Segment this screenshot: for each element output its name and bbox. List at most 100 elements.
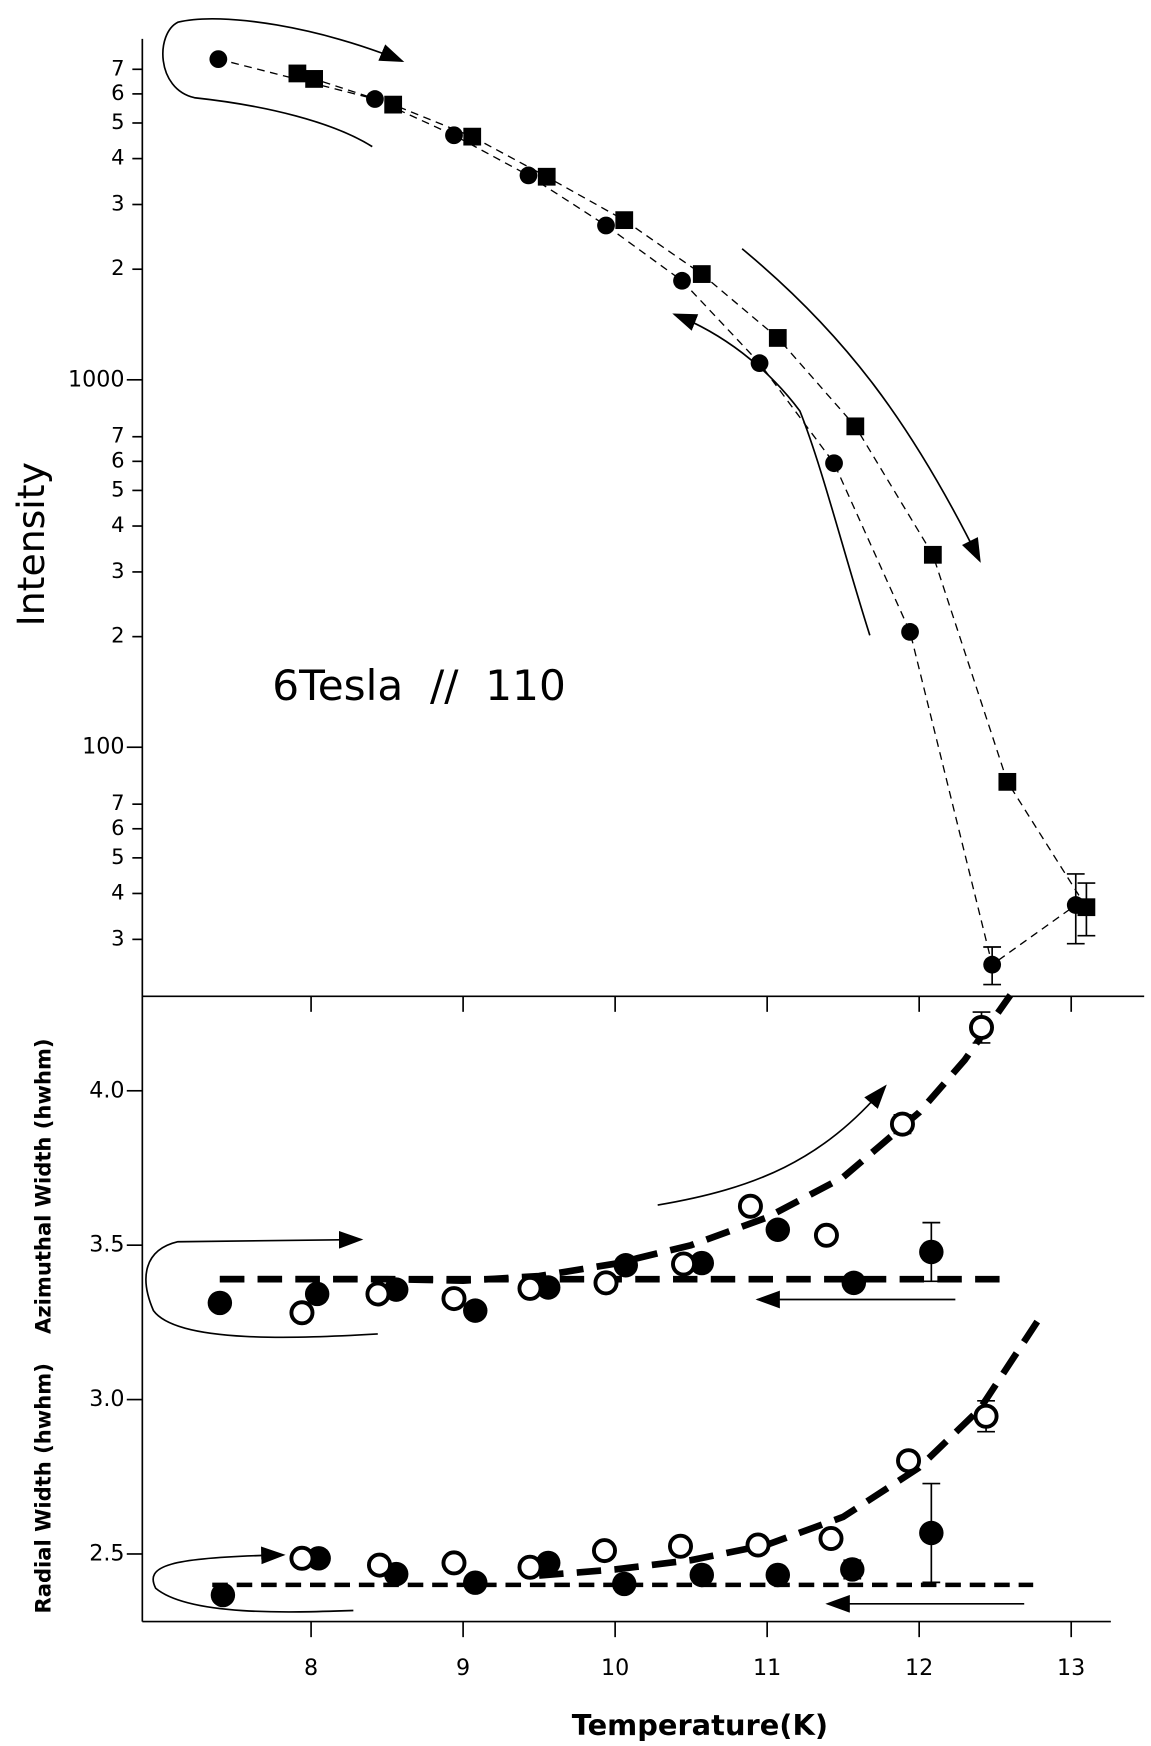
arrow (162, 17, 405, 148)
data-point (692, 265, 711, 283)
data-point (813, 1222, 839, 1248)
arrow (145, 1230, 378, 1339)
data-point (613, 1253, 638, 1278)
data-point (536, 1275, 561, 1300)
y-tick-label: 7 (111, 55, 124, 80)
data-point (765, 1562, 791, 1588)
data-point (207, 1290, 233, 1316)
x-tick-label: 8 (304, 1655, 318, 1681)
y-tick-label: 3 (111, 191, 124, 216)
data-point (689, 1562, 714, 1588)
data-point (210, 1582, 236, 1608)
data-point (896, 1448, 922, 1474)
data-point (593, 1270, 619, 1296)
y-tick-label: 5 (111, 109, 124, 134)
data-point (384, 95, 403, 114)
data-point (304, 1281, 330, 1307)
data-point (615, 211, 634, 230)
data-point (765, 1217, 791, 1242)
data-point (366, 1552, 392, 1578)
x-tick-label: 11 (753, 1655, 781, 1681)
fit-curve (538, 1314, 1044, 1579)
data-point (517, 1554, 543, 1580)
y-tick-label: 3 (111, 925, 124, 950)
series-line (218, 58, 1077, 966)
x-tick-label: 9 (456, 1655, 470, 1681)
data-point (825, 454, 843, 473)
arrow (672, 313, 871, 636)
arrows (145, 17, 1025, 1613)
y-axis-title: Radial Width (hwhm) (31, 1363, 56, 1613)
y-tick-label: 4 (111, 145, 124, 170)
data-point (889, 1111, 915, 1137)
data-point (901, 623, 919, 641)
arrow (152, 1546, 354, 1613)
data-point (973, 1403, 999, 1429)
y-tick-label: 7 (111, 423, 124, 448)
data-point (289, 1545, 315, 1571)
data-point (445, 126, 463, 145)
y-axis-title: Intensity (9, 462, 53, 626)
y-tick-label: 4.0 (89, 1077, 124, 1103)
y-tick-label: 5 (111, 844, 124, 869)
y-tick-label: 3.0 (89, 1386, 124, 1412)
y-axis-title: Azimuthal Width (hwhm) (31, 1038, 56, 1334)
y-tick-label: 2.5 (89, 1540, 124, 1566)
data-point (1077, 898, 1096, 917)
data-point (737, 1193, 763, 1219)
data-point (768, 329, 787, 347)
data-point (288, 64, 307, 83)
x-axis-title: Temperature(K) (572, 1708, 828, 1742)
data-point (612, 1571, 637, 1597)
data-point (441, 1550, 467, 1576)
x-tick-label: 10 (601, 1655, 629, 1681)
data-point (463, 1298, 488, 1323)
y-tick-label: 3 (111, 558, 124, 583)
axes (141, 38, 1145, 1623)
annotation: 6Tesla // 110 (272, 661, 566, 710)
data-point (463, 127, 482, 146)
data-point (923, 545, 942, 564)
data-point (841, 1270, 867, 1296)
data-point (919, 1520, 944, 1546)
data-point (591, 1538, 617, 1564)
data-point (305, 70, 324, 88)
y-tick-label: 6 (111, 80, 124, 105)
data-point (463, 1570, 488, 1595)
data-point (818, 1526, 844, 1552)
series-line (297, 72, 1087, 908)
arrow (741, 248, 981, 563)
y-tick-label: 3.5 (89, 1232, 124, 1258)
y-tick-label: 7 (111, 790, 124, 815)
data-point (673, 271, 691, 290)
data-point (537, 167, 556, 186)
y-tick-label: 4 (111, 879, 124, 904)
fit-curve (219, 993, 1014, 1285)
data-point (668, 1533, 693, 1559)
y-tick-label: 4 (111, 512, 124, 537)
data-point (983, 955, 1002, 974)
data-point (289, 1300, 315, 1326)
data-point (597, 216, 615, 235)
x-tick-label: 12 (905, 1655, 933, 1681)
y-tick-label: 6 (111, 815, 124, 840)
data-point (919, 1239, 944, 1265)
data-point (519, 166, 538, 185)
data-point (441, 1286, 467, 1312)
arrow (657, 1084, 887, 1206)
y-tick-label: 100 (82, 734, 124, 760)
data-point (846, 417, 865, 436)
y-tick-label: 5 (111, 476, 124, 501)
data-point (750, 354, 769, 373)
data-point (969, 1014, 995, 1040)
y-tick-label: 2 (111, 255, 124, 280)
y-tick-label: 6 (111, 447, 124, 472)
data-point (840, 1557, 865, 1582)
x-tick-label: 13 (1057, 1655, 1085, 1681)
data-point (745, 1532, 771, 1558)
data-point (517, 1275, 543, 1301)
data-point (689, 1250, 714, 1276)
data-point (671, 1251, 697, 1277)
